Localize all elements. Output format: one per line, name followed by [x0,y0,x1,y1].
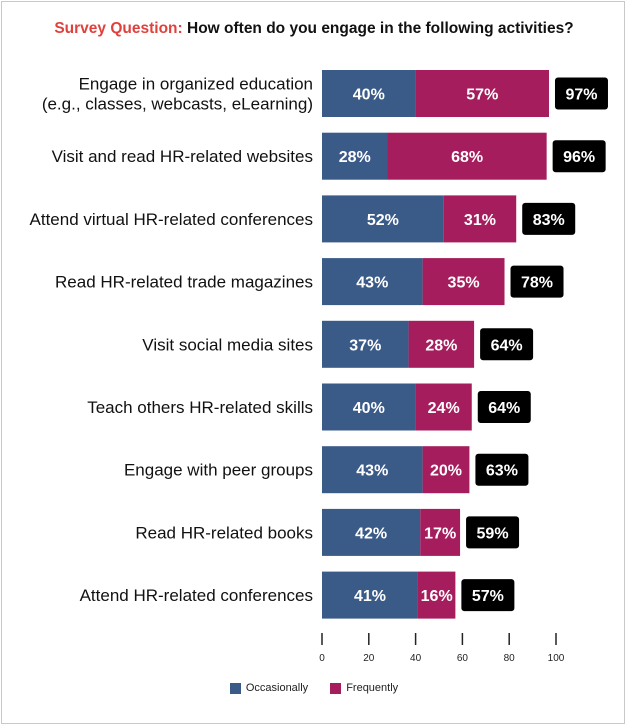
data-label-frequently: 31% [464,212,496,229]
data-label-frequently: 24% [428,400,460,417]
data-label-occasionally: 41% [354,588,386,605]
total-label: 64% [491,337,523,354]
total-badge [466,516,520,549]
total-badge [477,391,531,423]
data-label-frequently: 28% [425,337,457,354]
bar-occasionally [322,508,421,556]
data-label-occasionally: 43% [356,275,388,292]
total-badge [554,77,608,110]
category-label: Read HR-related books [135,523,313,542]
data-label-occasionally: 40% [353,87,385,104]
legend-label-frequently: Frequently [346,682,399,694]
title-prefix: Survey Question: [54,20,183,37]
data-label-frequently: 16% [421,588,453,605]
total-badge [480,328,534,361]
x-tick-label: 40 [410,653,422,664]
bar-frequently [422,258,505,306]
bar-occasionally [322,446,423,494]
bar-occasionally [322,132,388,180]
data-label-occasionally: 43% [356,463,388,480]
total-label: 63% [486,463,518,480]
category-label: Visit and read HR-related websites [52,147,313,166]
category-label: (e.g., classes, webcasts, eLearning) [42,95,313,114]
total-label: 83% [533,212,565,229]
total-badge [552,140,606,173]
x-tick-label: 0 [319,653,325,664]
legend-swatch-frequently [330,682,342,694]
bar-occasionally [322,571,418,619]
data-label-frequently: 57% [466,87,498,104]
total-label: 59% [477,525,509,542]
bar-frequently [417,571,456,619]
total-badge [461,579,515,612]
legend-label-occasionally: Occasionally [245,682,309,694]
legend-item-frequently: Frequently [330,682,398,694]
bar-frequently [387,132,547,180]
bar-frequently [420,508,461,556]
x-tick-label: 20 [363,653,375,664]
total-label: 97% [565,87,597,104]
category-label: Read HR-related trade magazines [55,273,313,292]
data-label-frequently: 68% [451,149,483,166]
data-label-frequently: 17% [424,525,456,542]
bar-occasionally [322,320,409,368]
total-label: 57% [472,588,504,605]
total-badge [522,202,576,235]
bar-occasionally [322,70,416,117]
category-label: Visit social media sites [142,335,313,354]
chart-title: Survey Question: How often do you engage… [0,20,628,38]
category-label: Engage in organized education [79,75,313,94]
x-tick-label: 100 [548,653,565,664]
data-label-frequently: 20% [430,463,462,480]
total-badge [510,265,564,298]
data-label-frequently: 35% [448,275,480,292]
bar-frequently [415,70,549,117]
bar-frequently [422,446,470,494]
data-label-occasionally: 40% [353,400,385,417]
legend-item-occasionally: Occasionally [229,682,309,694]
category-label: Engage with peer groups [124,461,313,480]
title-text: How often do you engage in the following… [187,20,574,37]
bar-occasionally [322,195,444,243]
bar-frequently [415,383,472,431]
total-label: 78% [521,275,553,292]
bar-frequently [408,320,475,368]
x-tick-label: 80 [504,653,516,664]
category-label: Teach others HR-related skills [87,398,313,417]
total-label: 96% [563,149,595,166]
data-label-occasionally: 28% [339,149,371,166]
total-badge [475,453,529,486]
data-label-occasionally: 52% [367,212,399,229]
bar-frequently [443,195,517,243]
legend-swatch-occasionally [229,682,241,694]
legend: Occasionally Frequently [0,682,628,694]
bar-occasionally [322,383,416,431]
category-label: Attend virtual HR-related conferences [30,210,313,229]
x-tick-label: 60 [457,653,469,664]
data-label-occasionally: 42% [355,525,387,542]
bar-occasionally [322,258,423,306]
category-label: Attend HR-related conferences [80,586,313,605]
data-label-occasionally: 37% [349,337,381,354]
total-label: 64% [488,400,520,417]
